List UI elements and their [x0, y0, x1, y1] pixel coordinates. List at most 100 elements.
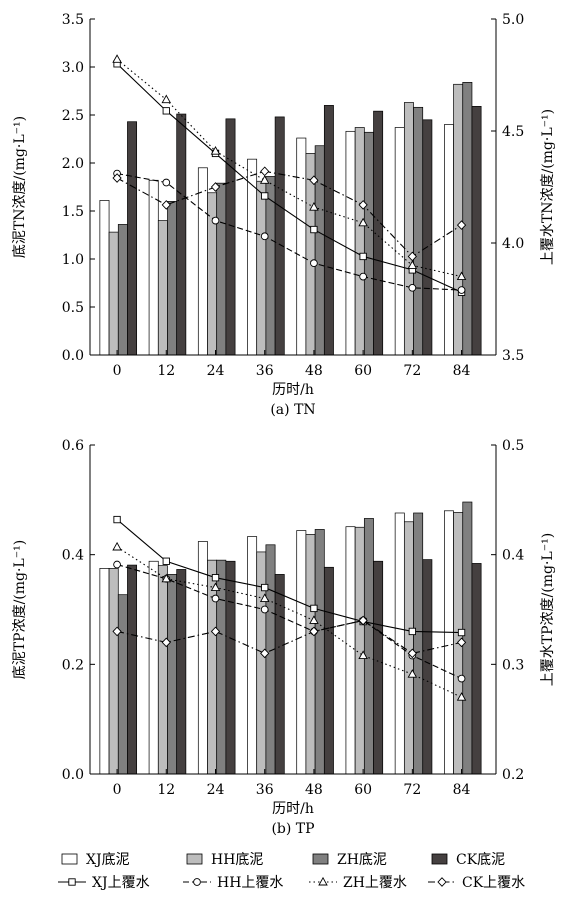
bar-3-1 — [176, 113, 187, 356]
bar-0-0 — [99, 568, 110, 775]
legend-marker-3 — [437, 877, 447, 887]
bar-2-4 — [314, 529, 325, 775]
point-1-7 — [457, 674, 466, 683]
point-0-4 — [310, 225, 318, 234]
bar-3-6 — [422, 559, 433, 775]
point-3-5 — [358, 200, 368, 210]
point-0-7 — [457, 628, 466, 637]
bar-1-2 — [207, 559, 218, 775]
point-3-4 — [309, 626, 319, 637]
series-line-1 — [116, 173, 462, 291]
point-1-1 — [162, 178, 171, 187]
x-axis-label: 历时/h — [272, 801, 314, 817]
bar-2-1 — [167, 201, 178, 356]
legend-swatch-3 — [431, 853, 448, 865]
bar-3-0 — [127, 121, 138, 356]
legend-bar-label-1: HH底泥 — [211, 852, 263, 868]
bar-2-2 — [216, 559, 227, 775]
point-1-2 — [211, 594, 220, 603]
point-2-3 — [259, 175, 270, 184]
left-tick-label-1: 0.2 — [62, 657, 84, 673]
point-0-5 — [359, 252, 367, 261]
bar-3-4 — [323, 105, 334, 356]
point-0-0 — [113, 515, 121, 524]
point-2-2 — [210, 146, 221, 155]
bar-2-3 — [265, 544, 276, 775]
bar-2-5 — [363, 131, 374, 356]
legend-line-label-0: XJ上覆水 — [92, 875, 150, 891]
point-3-1 — [161, 200, 171, 210]
point-1-6 — [408, 283, 417, 292]
point-0-4 — [310, 604, 318, 613]
left-tick-label-1: 0.5 — [62, 300, 84, 316]
point-3-5 — [358, 615, 368, 626]
point-3-3 — [260, 648, 270, 659]
bar-0-6 — [394, 512, 405, 775]
point-2-1 — [161, 94, 172, 104]
bar-2-3 — [265, 176, 276, 356]
legend-swatch-0 — [61, 853, 78, 865]
point-2-1 — [161, 573, 172, 583]
point-0-3 — [261, 192, 269, 200]
point-0-6 — [408, 627, 416, 636]
legend-bar-label-3: CK底泥 — [456, 852, 505, 868]
point-2-6 — [407, 669, 418, 678]
right-tick-label-0: 3.5 — [502, 348, 524, 364]
x-tick-label-1: 12 — [157, 363, 175, 379]
chart-caption: (b) TP — [271, 821, 314, 837]
x-tick-label-6: 72 — [403, 782, 421, 798]
x-tick-label-6: 72 — [403, 363, 421, 379]
point-3-4 — [309, 175, 319, 186]
bar-3-2 — [225, 560, 236, 775]
point-3-6 — [407, 648, 417, 659]
left-tick-label-6: 3.0 — [62, 60, 84, 76]
bar-3-6 — [422, 119, 433, 356]
right-tick-label-3: 0.5 — [502, 438, 524, 454]
bar-0-1 — [148, 560, 159, 775]
x-tick-label-3: 36 — [256, 363, 274, 379]
x-tick-label-0: 0 — [113, 363, 122, 379]
left-axis-label: 底泥TP浓度/(mg·L⁻¹) — [12, 540, 28, 679]
bar-1-5 — [354, 526, 365, 775]
bar-2-2 — [216, 182, 227, 356]
point-2-0 — [112, 54, 122, 63]
point-2-5 — [358, 650, 368, 660]
bar-3-2 — [225, 118, 236, 356]
series-line-0 — [116, 519, 462, 634]
bar-1-0 — [108, 231, 119, 356]
left-axis-label: 底泥TN浓度/(mg·L⁻¹) — [12, 116, 28, 258]
bar-0-7 — [444, 510, 454, 775]
legend: XJ底泥 HH底泥 ZH底泥 CK底泥 XJ上覆水 HH上覆水 ZH上覆水 CK上覆水 — [58, 852, 525, 891]
x-tick-label-2: 24 — [207, 782, 225, 798]
bar-1-6 — [403, 102, 414, 356]
point-2-3 — [259, 593, 270, 602]
bar-0-4 — [296, 530, 307, 775]
bar-0-6 — [394, 127, 405, 356]
bar-3-1 — [176, 569, 187, 775]
point-2-0 — [112, 541, 122, 551]
bar-2-4 — [314, 145, 325, 356]
point-2-5 — [358, 217, 368, 227]
point-2-6 — [407, 260, 418, 269]
left-tick-label-4: 2.0 — [62, 156, 84, 172]
bar-0-2 — [197, 167, 208, 356]
legend-marker-2 — [318, 876, 328, 886]
point-3-2 — [210, 626, 221, 637]
bar-2-7 — [462, 82, 473, 356]
chart-tp: 0.0 0.2 0.4 0.6 0.2 0.3 0.4 0.5 0 12 24 36 48 60 72 84 历… — [12, 438, 556, 837]
bar-3-4 — [323, 566, 334, 775]
bar-1-5 — [354, 127, 365, 356]
right-tick-label-2: 0.4 — [502, 548, 524, 564]
point-3-0 — [112, 173, 122, 183]
bar-2-0 — [117, 594, 128, 775]
bar-3-7 — [471, 106, 482, 356]
point-3-7 — [456, 637, 467, 648]
point-0-3 — [261, 583, 269, 592]
bar-3-5 — [373, 560, 384, 775]
bar-2-5 — [363, 518, 374, 775]
right-tick-label-1: 0.3 — [502, 657, 524, 673]
right-tick-label-1: 4.0 — [502, 236, 524, 252]
bar-3-7 — [471, 563, 482, 775]
point-1-4 — [310, 259, 318, 268]
